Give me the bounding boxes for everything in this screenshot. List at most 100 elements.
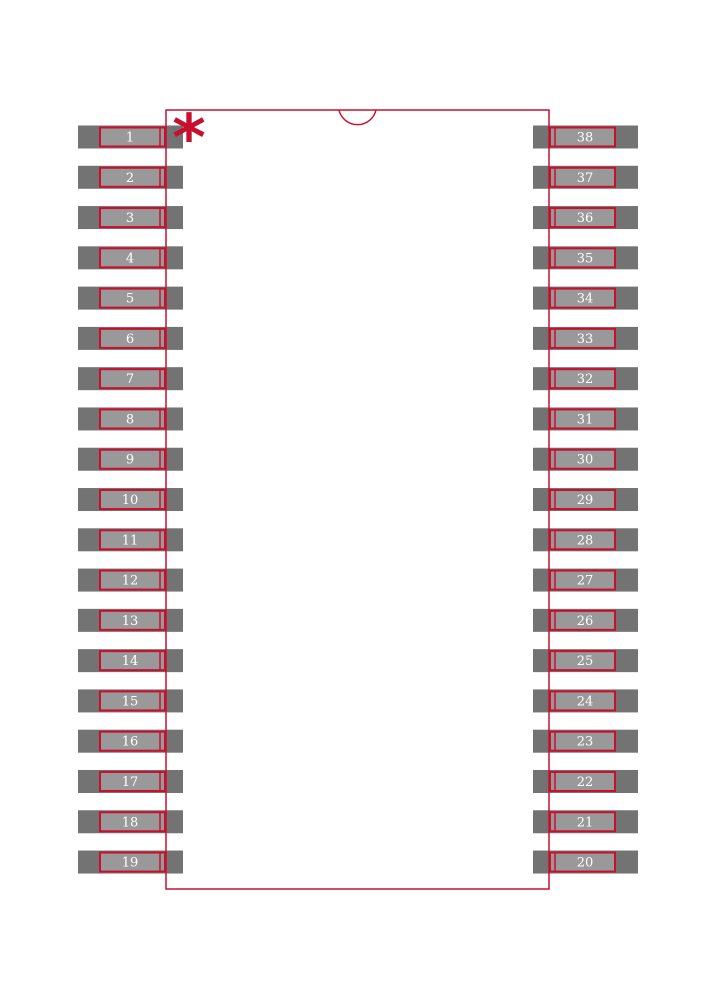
pad-right: 26 xyxy=(533,608,638,632)
pad-outline xyxy=(549,247,616,269)
pad-outline xyxy=(99,730,166,752)
pad-right: 30 xyxy=(533,447,638,471)
pad-outline xyxy=(99,609,166,631)
pad-left: 9 xyxy=(78,447,183,471)
pad-left: 17 xyxy=(78,769,183,793)
pad-outline xyxy=(549,448,616,470)
pin-number: 27 xyxy=(577,574,594,589)
pad-outline xyxy=(549,368,616,390)
pad-outline xyxy=(549,690,616,712)
pin-number: 25 xyxy=(577,654,594,669)
pin-number: 4 xyxy=(126,251,134,266)
pad-outline xyxy=(549,569,616,591)
pin-number: 22 xyxy=(577,775,594,790)
pad-outline xyxy=(549,166,616,188)
pin-number: 30 xyxy=(577,453,594,468)
pin-number: 32 xyxy=(577,372,594,387)
pad-outline xyxy=(99,207,166,229)
pad-outline xyxy=(549,650,616,672)
pad-right: 36 xyxy=(533,206,638,230)
pin-number: 20 xyxy=(577,856,594,871)
pad-left: 15 xyxy=(78,689,183,713)
pin-number: 3 xyxy=(126,211,134,226)
component-body-outline xyxy=(165,109,550,890)
pad-outline xyxy=(549,287,616,309)
pad-right: 20 xyxy=(533,850,638,874)
pad-outline xyxy=(549,851,616,873)
pad-right: 25 xyxy=(533,649,638,673)
pin1-marker: * xyxy=(172,102,205,176)
pad-outline xyxy=(99,489,166,511)
pad-right: 27 xyxy=(533,568,638,592)
pad-right: 23 xyxy=(533,729,638,753)
pin-number: 38 xyxy=(577,131,594,146)
pin-number: 2 xyxy=(126,171,134,186)
pad-outline xyxy=(549,207,616,229)
pin-number: 6 xyxy=(126,332,134,347)
pad-right: 37 xyxy=(533,165,638,189)
pad-outline xyxy=(549,529,616,551)
pad-outline xyxy=(549,770,616,792)
pad-outline xyxy=(99,408,166,430)
pad-outline xyxy=(99,126,166,148)
pin-number: 23 xyxy=(577,735,594,750)
pad-left: 18 xyxy=(78,810,183,834)
pin-number: 8 xyxy=(126,412,134,427)
pad-left: 5 xyxy=(78,286,183,310)
pad-left: 2 xyxy=(78,165,183,189)
pad-outline xyxy=(99,327,166,349)
pin-number: 7 xyxy=(126,372,134,387)
pad-outline xyxy=(99,851,166,873)
pad-outline xyxy=(549,408,616,430)
pin-number: 18 xyxy=(122,815,139,830)
pad-outline xyxy=(549,489,616,511)
pad-outline xyxy=(99,368,166,390)
pad-right: 33 xyxy=(533,326,638,350)
pin-number: 35 xyxy=(577,251,594,266)
pin-number: 24 xyxy=(577,694,594,709)
pad-right: 24 xyxy=(533,689,638,713)
pad-right: 29 xyxy=(533,488,638,512)
pin-number: 14 xyxy=(122,654,139,669)
pad-right: 32 xyxy=(533,367,638,391)
pad-outline xyxy=(99,247,166,269)
pad-outline xyxy=(99,650,166,672)
pad-outline xyxy=(99,448,166,470)
pad-outline xyxy=(549,327,616,349)
pad-left: 13 xyxy=(78,608,183,632)
pad-outline xyxy=(99,690,166,712)
pin-number: 13 xyxy=(122,614,139,629)
pad-outline xyxy=(99,287,166,309)
pad-left: 16 xyxy=(78,729,183,753)
pad-left: 8 xyxy=(78,407,183,431)
pad-right: 35 xyxy=(533,246,638,270)
pad-left: 11 xyxy=(78,528,183,552)
pad-left: 4 xyxy=(78,246,183,270)
pin-number: 5 xyxy=(126,292,134,307)
orientation-notch xyxy=(338,109,377,126)
pin-number: 10 xyxy=(122,493,139,508)
pad-outline xyxy=(99,569,166,591)
pad-outline xyxy=(99,529,166,551)
pad-outline xyxy=(99,811,166,833)
pin-number: 26 xyxy=(577,614,594,629)
pin-number: 1 xyxy=(126,131,134,146)
pad-left: 3 xyxy=(78,206,183,230)
pad-outline xyxy=(99,166,166,188)
pin-number: 11 xyxy=(122,533,139,548)
pad-right: 28 xyxy=(533,528,638,552)
pin-number: 9 xyxy=(126,453,134,468)
pad-right: 34 xyxy=(533,286,638,310)
pad-outline xyxy=(549,811,616,833)
pad-left: 1 xyxy=(78,125,183,149)
pin-number: 21 xyxy=(577,815,594,830)
pad-right: 38 xyxy=(533,125,638,149)
pad-outline xyxy=(549,126,616,148)
pad-left: 6 xyxy=(78,326,183,350)
pad-outline xyxy=(549,609,616,631)
pad-outline xyxy=(549,730,616,752)
pin-number: 17 xyxy=(122,775,139,790)
pad-right: 22 xyxy=(533,769,638,793)
pin-number: 16 xyxy=(122,735,139,750)
